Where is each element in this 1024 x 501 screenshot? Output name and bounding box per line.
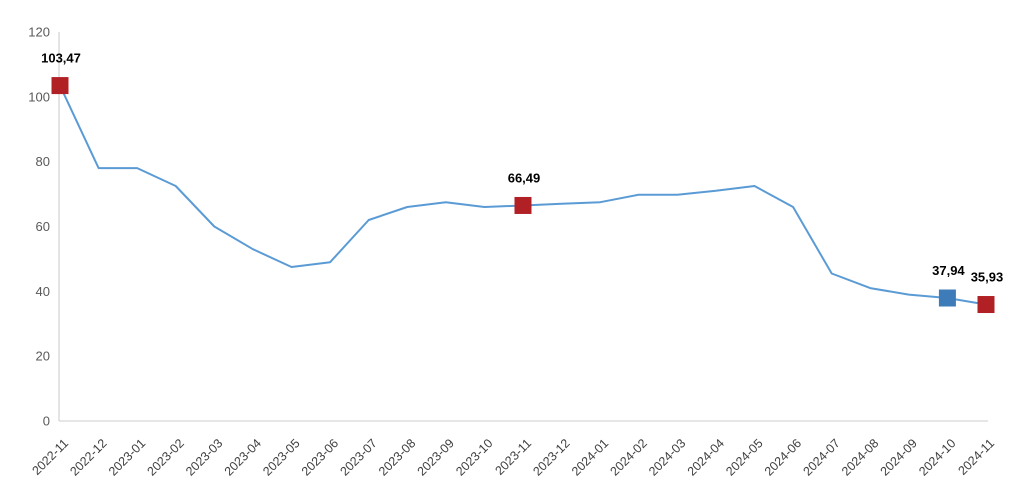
- data-point-marker: [514, 196, 532, 214]
- x-tick-label: 2024-05: [723, 436, 765, 478]
- x-tick-label: 2024-08: [839, 436, 881, 478]
- y-tick-label: 0: [43, 414, 50, 429]
- data-point-label: 35,93: [971, 270, 1004, 285]
- x-tick-label: 2023-09: [415, 436, 457, 478]
- data-point-marker: [51, 77, 69, 95]
- x-tick-label: 2024-01: [569, 436, 611, 478]
- y-tick-label: 40: [36, 284, 50, 299]
- y-tick-label: 20: [36, 349, 50, 364]
- y-tick-label: 80: [36, 154, 50, 169]
- x-tick-label: 2024-02: [608, 436, 650, 478]
- y-tick-label: 60: [36, 219, 50, 234]
- x-tick-label: 2023-02: [145, 436, 187, 478]
- y-tick-label: 100: [28, 89, 50, 104]
- x-tick-label: 2024-03: [646, 436, 688, 478]
- x-tick-label: 2023-10: [453, 436, 495, 478]
- data-point-label: 103,47: [41, 51, 81, 66]
- x-tick-label: 2023-04: [222, 436, 264, 478]
- data-point-label: 37,94: [932, 263, 965, 278]
- data-series-line: [59, 84, 987, 306]
- x-tick-label: 2022-11: [29, 436, 71, 478]
- data-point-marker: [938, 289, 956, 307]
- x-tick-label: 2022-12: [67, 436, 109, 478]
- x-tick-label: 2023-11: [492, 436, 534, 478]
- x-tick-label: 2023-08: [376, 436, 418, 478]
- x-tick-label: 2024-09: [878, 436, 920, 478]
- x-tick-label: 2024-06: [762, 436, 804, 478]
- y-tick-label: 120: [28, 24, 50, 39]
- x-tick-label: 2023-12: [530, 436, 572, 478]
- x-tick-label: 2023-07: [337, 436, 379, 478]
- data-point-marker: [977, 296, 995, 314]
- x-tick-label: 2023-03: [183, 436, 225, 478]
- x-tick-label: 2024-11: [955, 436, 997, 478]
- x-tick-label: 2023-01: [106, 436, 148, 478]
- x-tick-label: 2024-07: [800, 436, 842, 478]
- x-tick-label: 2024-04: [685, 436, 727, 478]
- x-tick-label: 2024-10: [916, 436, 958, 478]
- x-tick-label: 2023-05: [260, 436, 302, 478]
- x-tick-label: 2023-06: [299, 436, 341, 478]
- data-point-label: 66,49: [508, 170, 541, 185]
